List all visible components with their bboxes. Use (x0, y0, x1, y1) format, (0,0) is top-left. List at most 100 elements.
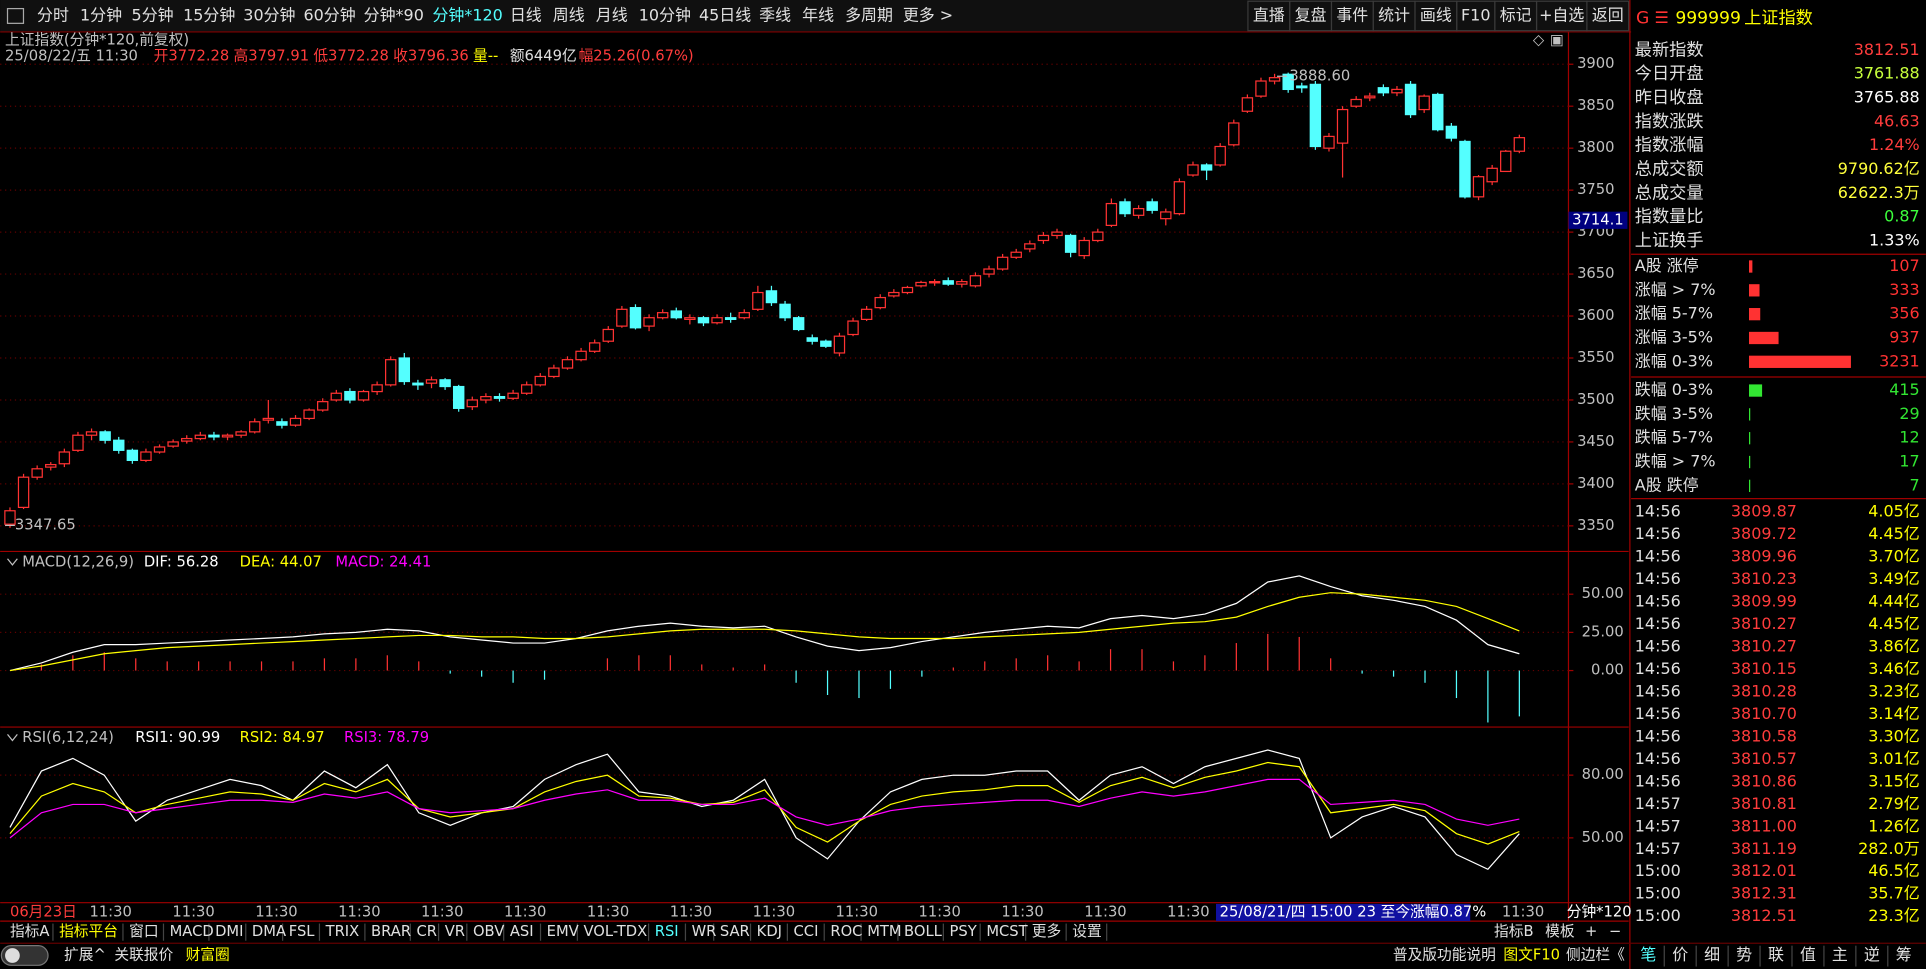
side-tab[interactable]: 值 (1800, 945, 1816, 964)
toolbar-button-label[interactable]: F10 (1461, 5, 1490, 24)
indicator-tab[interactable]: CR (416, 923, 437, 940)
candle-body (1200, 164, 1213, 171)
candle-body (357, 390, 370, 401)
toolbar-button-label[interactable]: 返回 (1592, 5, 1624, 24)
indicator-tab[interactable]: RSI (655, 923, 679, 940)
indicator-tab[interactable]: ASI (510, 923, 534, 940)
indicator-tab[interactable]: DMI (215, 923, 243, 940)
period-tab[interactable]: 周线 (553, 5, 585, 24)
toolbar-button-label[interactable]: 统计 (1378, 5, 1410, 24)
indicator-tab[interactable]: TRIX (325, 923, 360, 940)
indicator-tab[interactable]: ROC (830, 923, 862, 940)
candle-body (847, 320, 859, 336)
indicator-tab[interactable]: MACD (170, 923, 214, 940)
indicator-tab[interactable]: BRAR (371, 923, 411, 940)
menu[interactable]: ☰ (1654, 8, 1668, 27)
icon[interactable]: ▣ (1550, 32, 1564, 49)
right-tab[interactable]: − (1609, 923, 1621, 940)
indicator-tab[interactable]: OBV (473, 923, 504, 940)
period-tab[interactable]: 60分钟 (303, 5, 355, 24)
period-tab[interactable]: 日线 (510, 5, 542, 24)
right-tab[interactable]: + (1585, 923, 1597, 940)
indicator-tab[interactable]: 设置 (1072, 923, 1101, 940)
side-tab[interactable]: 势 (1736, 945, 1752, 964)
footer-tab[interactable]: 图文F10 (1503, 946, 1560, 963)
footer-tab[interactable]: 财富圈 (186, 945, 230, 963)
toolbar-button[interactable] (1586, 0, 1630, 32)
indicator-tab[interactable]: 指标平台 (59, 923, 118, 940)
period-tab[interactable]: 分钟*120 (432, 5, 502, 24)
side-tab[interactable]: 价 (1672, 945, 1688, 964)
toolbar-button[interactable] (1456, 0, 1496, 32)
period-tab[interactable]: 多周期 (845, 5, 893, 24)
toolbar-button[interactable] (1289, 0, 1333, 32)
footer-tab[interactable]: 扩展^ (64, 946, 106, 963)
quote-label: 总成交额 (1635, 159, 1704, 179)
right-tab[interactable]: 指标B (1494, 923, 1534, 940)
toolbar-button[interactable] (1535, 0, 1588, 32)
collapse-icon[interactable] (7, 558, 18, 566)
toolbar-button-label[interactable]: 画线 (1420, 5, 1452, 24)
indicator-tab[interactable]: VOL-TDX (584, 923, 648, 940)
indicator-tab[interactable]: SAR (720, 923, 750, 940)
indicator-tab[interactable]: WR (692, 923, 717, 940)
side-tab[interactable]: 联 (1768, 945, 1784, 964)
toolbar-button-label[interactable]: 标记 (1500, 5, 1532, 24)
indicator-tab[interactable]: CCI (794, 923, 819, 940)
candle-body (752, 291, 764, 310)
toolbar-button-label[interactable]: +自选 (1539, 5, 1584, 24)
indicator-tab[interactable]: EMV (547, 923, 579, 940)
footer-tab[interactable]: 关联报价 (114, 946, 173, 963)
indicator-tab[interactable]: MTM (867, 923, 901, 940)
indicator-tab[interactable]: BOLL (904, 923, 943, 940)
period-tab[interactable]: 5分钟 (132, 5, 174, 24)
indicator-tab[interactable]: PSY (949, 923, 977, 940)
indicator-tab[interactable]: DMA (252, 923, 286, 940)
footer-tab[interactable]: 普及版功能说明 (1393, 946, 1496, 963)
indicator-tab[interactable]: MCST (986, 923, 1028, 940)
y-tick-label: 3500 (1577, 391, 1614, 408)
toolbar-button-label[interactable]: 复盘 (1295, 5, 1327, 24)
period-tab[interactable]: 10分钟 (639, 5, 691, 24)
period-tab[interactable]: 分钟*90 (364, 5, 424, 24)
period-tab[interactable]: 1分钟 (80, 5, 122, 24)
indicator-tab[interactable]: FSL (289, 923, 316, 940)
toolbar-button-label[interactable]: 事件 (1336, 5, 1368, 24)
period-tab[interactable]: 年线 (802, 5, 834, 24)
period-tab[interactable]: 月线 (596, 5, 628, 24)
indicator-tab[interactable]: 指标A (10, 923, 50, 940)
indicator-tab[interactable]: 更多 (1032, 923, 1061, 940)
right-tab[interactable]: 模板 (1545, 922, 1575, 940)
indicator-tab[interactable]: KDJ (757, 923, 782, 940)
period-tab[interactable]: 更多 > (903, 5, 953, 24)
side-tab[interactable]: 主 (1832, 945, 1848, 964)
collapse-icon[interactable] (7, 734, 18, 742)
period-tab[interactable]: 30分钟 (243, 5, 295, 24)
period-tab[interactable]: 45日线 (699, 5, 751, 24)
period-tab[interactable]: 分时 (37, 5, 69, 24)
period-tab[interactable]: 季线 (759, 5, 791, 24)
menu-icon[interactable] (6, 7, 25, 24)
tick-price: 3810.23 (1731, 569, 1797, 588)
candle-body (548, 367, 560, 378)
toolbar-button[interactable] (1494, 0, 1538, 32)
side-tab[interactable]: 逆 (1864, 945, 1880, 964)
side-tab[interactable]: 笔 (1640, 945, 1656, 964)
indicator-tab[interactable]: VR (445, 923, 465, 940)
toolbar-button-label[interactable]: 直播 (1253, 5, 1285, 24)
side-tab[interactable]: 筹 (1896, 945, 1912, 964)
side-tab[interactable]: 细 (1704, 945, 1720, 964)
candle-body (942, 280, 954, 285)
indicator-tab[interactable]: 窗口 (129, 922, 158, 940)
period-tab[interactable]: 15分钟 (183, 5, 235, 24)
toolbar-button[interactable] (1372, 0, 1416, 32)
candle-body (1092, 231, 1104, 242)
tick-amount: 35.7亿 (1868, 884, 1919, 903)
candle-body (1160, 211, 1172, 220)
candle-body (303, 409, 315, 420)
toolbar-button[interactable] (1247, 0, 1291, 32)
footer-tab[interactable]: 侧边栏《 (1566, 946, 1625, 963)
candle-body (1078, 239, 1090, 257)
icon[interactable]: ◇ (1533, 32, 1545, 49)
legend-entry: RSI3: 78.79 (344, 729, 429, 746)
